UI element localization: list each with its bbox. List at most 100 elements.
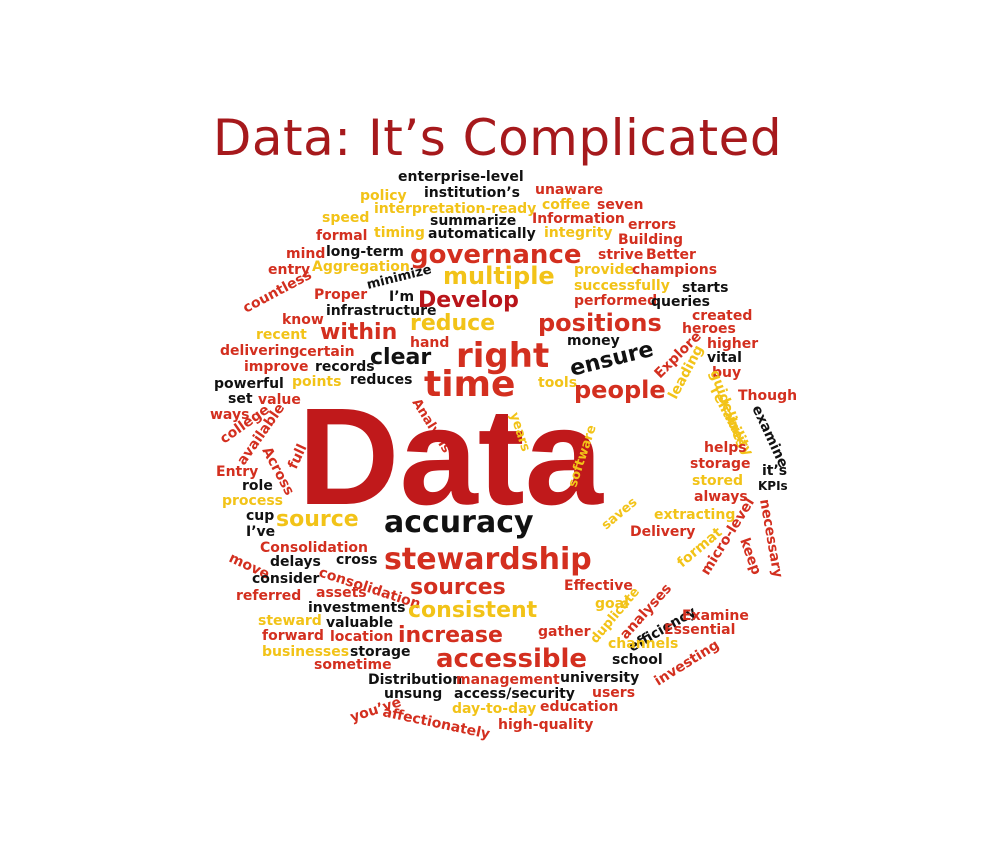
- word-day-to-day: day-to-day: [452, 701, 536, 717]
- word-points: points: [292, 374, 341, 390]
- word-entry: entry: [268, 262, 310, 278]
- word-clear: clear: [370, 345, 431, 370]
- word-distribution: Distribution: [368, 672, 462, 688]
- word-unaware: unaware: [535, 182, 603, 198]
- word-recent: recent: [256, 327, 307, 343]
- word-increase: increase: [398, 623, 503, 648]
- word-right: right: [456, 336, 549, 376]
- word-reduces: reduces: [350, 372, 413, 388]
- word-gather: gather: [538, 624, 591, 640]
- word-integrity: integrity: [544, 225, 613, 241]
- word-kpis: KPIs: [758, 479, 788, 493]
- word-institutions: institution’s: [424, 185, 520, 201]
- word-speed: speed: [322, 210, 369, 226]
- word-businesses: businesses: [262, 644, 349, 660]
- word-examine-lower: examine: [748, 403, 791, 470]
- word-assets: assets: [316, 585, 367, 601]
- word-location: location: [330, 629, 393, 645]
- word-access-security: access/security: [454, 686, 575, 702]
- word-tools: tools: [538, 375, 577, 391]
- word-data: Data: [298, 379, 605, 533]
- word-governance: governance: [410, 240, 582, 270]
- word-provide: provide: [574, 262, 634, 278]
- word-stewardship: stewardship: [384, 542, 592, 577]
- word-information: Information: [532, 211, 625, 227]
- word-time: time: [424, 364, 515, 405]
- page-title: Data: It’s Complicated: [212, 109, 783, 167]
- word-cross: cross: [336, 552, 378, 568]
- word-long-term: long-term: [326, 244, 404, 260]
- word-people: people: [574, 376, 666, 404]
- word-errors: errors: [628, 217, 676, 233]
- word-higher: higher: [707, 336, 758, 352]
- word-investments: investments: [308, 600, 406, 616]
- word-essential: Essential: [664, 622, 735, 638]
- word-better: Better: [646, 247, 696, 263]
- word-money: money: [567, 333, 620, 349]
- word-school: school: [612, 652, 663, 668]
- word-records: records: [315, 359, 375, 375]
- word-multiple: multiple: [443, 262, 555, 290]
- word-sometime: sometime: [314, 657, 392, 673]
- word-aggregation: Aggregation: [312, 259, 410, 275]
- word-im: I’m: [389, 289, 414, 305]
- word-buy: buy: [712, 365, 741, 381]
- word-goal: goal: [595, 596, 629, 612]
- word-cup: cup: [246, 508, 274, 524]
- word-champions: champions: [632, 262, 717, 278]
- word-automatically: automatically: [428, 226, 536, 242]
- word-within: within: [320, 320, 397, 345]
- word-infrastructure: infrastructure: [326, 303, 436, 319]
- word-consolidation-cap: Consolidation: [260, 540, 368, 556]
- word-sources: sources: [410, 575, 506, 600]
- word-certain: certain: [299, 344, 355, 360]
- word-created: created: [692, 308, 752, 324]
- word-performed: performed: [574, 293, 657, 309]
- word-university: university: [560, 670, 639, 686]
- word-summarize: summarize: [430, 213, 516, 229]
- word-delivering: delivering: [220, 343, 299, 359]
- word-entry-cap: Entry: [216, 464, 258, 480]
- word-steward: steward: [258, 613, 322, 629]
- word-source: source: [276, 507, 359, 532]
- word-building: Building: [618, 232, 683, 248]
- word-high-quality: high-quality: [498, 717, 593, 733]
- word-know: know: [282, 312, 324, 328]
- word-delays: delays: [270, 554, 321, 570]
- word-helps: helps: [704, 440, 747, 456]
- word-delivery: Delivery: [630, 524, 695, 540]
- word-role: role: [242, 478, 273, 494]
- word-extracting: extracting: [654, 507, 735, 523]
- word-reduce: reduce: [410, 311, 495, 336]
- word-successfully: successfully: [574, 278, 670, 294]
- word-hand: hand: [410, 335, 449, 351]
- word-seven: seven: [597, 197, 643, 213]
- word-heroes: heroes: [682, 321, 736, 337]
- word-starts: starts: [682, 280, 728, 296]
- word-interpretation-ready: interpretation-ready: [374, 201, 536, 217]
- word-proper: Proper: [314, 287, 367, 303]
- word-accuracy: accuracy: [384, 505, 534, 540]
- word-though: Though: [738, 388, 797, 404]
- word-users: users: [592, 685, 635, 701]
- word-coffee: coffee: [542, 197, 590, 213]
- word-value: value: [258, 392, 301, 408]
- word-queries: queries: [651, 294, 710, 310]
- word-unsung: unsung: [384, 686, 442, 702]
- word-mind: mind: [286, 246, 325, 262]
- word-timing: timing: [374, 225, 425, 241]
- word-enterprise-level: enterprise-level: [398, 169, 524, 185]
- word-storage-r: storage: [690, 456, 751, 472]
- word-management: management: [456, 672, 560, 688]
- word-ways: ways: [210, 407, 249, 423]
- word-process: process: [222, 493, 283, 509]
- word-set: set: [228, 391, 253, 407]
- word-referred: referred: [236, 588, 301, 604]
- word-positions: positions: [538, 309, 662, 337]
- word-develop: Develop: [418, 288, 519, 313]
- word-channels: channels: [608, 636, 678, 652]
- word-education: education: [540, 699, 618, 715]
- word-strive: strive: [598, 247, 643, 263]
- word-stored: stored: [692, 473, 743, 489]
- word-ive: I’ve: [246, 524, 275, 540]
